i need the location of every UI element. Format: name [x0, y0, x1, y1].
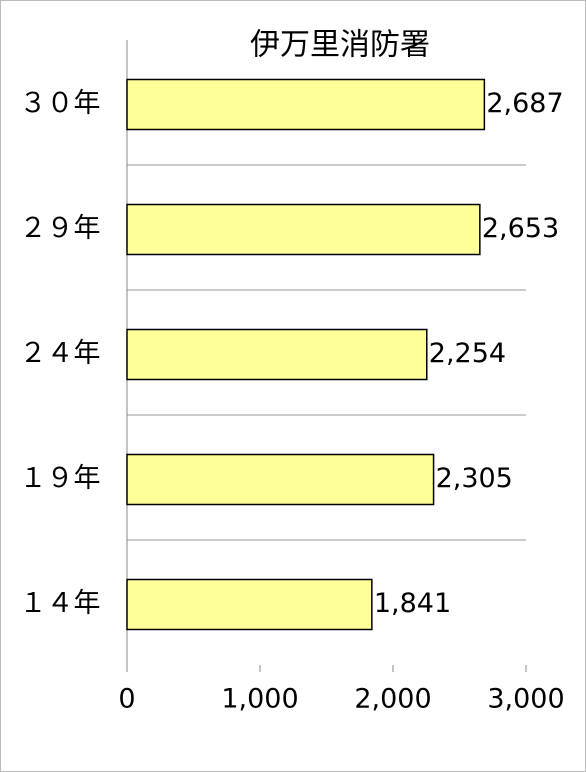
x-tick-label: 1,000: [221, 684, 298, 715]
bar: [126, 578, 373, 631]
x-tick-label: 0: [118, 684, 135, 715]
bar: [126, 203, 481, 256]
x-tick-label: 2,000: [354, 684, 431, 715]
chart-title: 伊万里消防署: [250, 28, 430, 63]
x-tick-label: 3,000: [487, 684, 564, 715]
y-tick-label: １４年: [20, 588, 101, 619]
bar: [126, 328, 428, 381]
y-tick-label: １９年: [20, 463, 101, 494]
data-label: 2,254: [429, 338, 506, 369]
y-tick-label: ２４年: [20, 338, 101, 369]
bar: [126, 453, 435, 506]
bar: [126, 78, 486, 131]
data-label: 2,305: [436, 463, 513, 494]
data-label: 2,653: [482, 213, 559, 244]
data-label: 2,687: [486, 88, 563, 119]
data-label: 1,841: [374, 588, 451, 619]
y-tick-label: ３０年: [20, 88, 101, 119]
y-tick-label: ２９年: [20, 213, 101, 244]
